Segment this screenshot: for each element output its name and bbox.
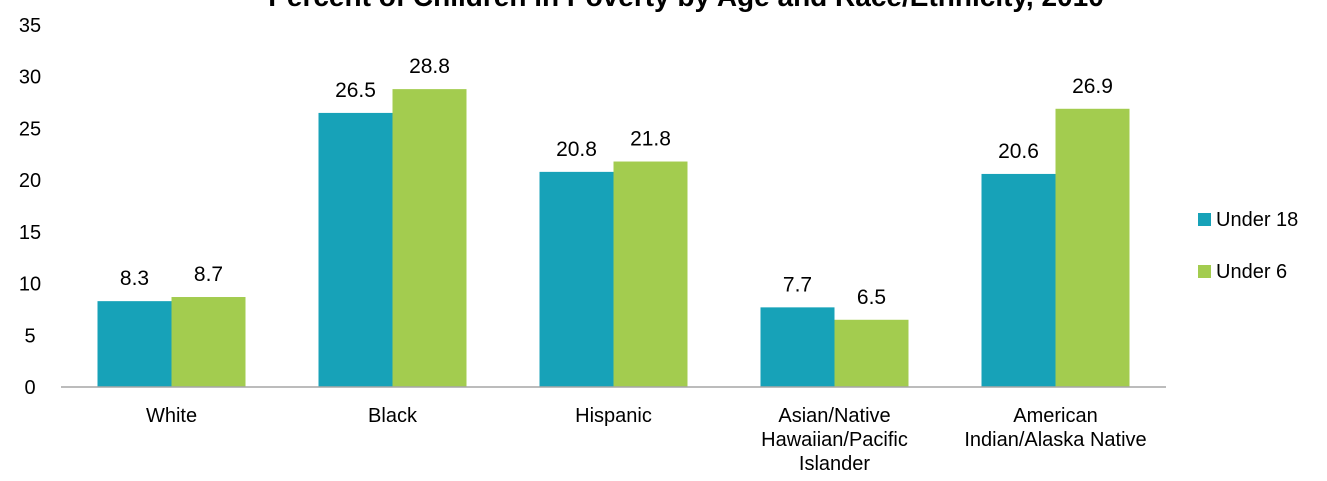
bar-under-6 [171, 297, 246, 387]
data-label: 28.8 [409, 55, 450, 78]
y-axis: 0 5 10 15 20 25 30 35 [19, 15, 41, 399]
y-tick-label: 20 [19, 170, 41, 192]
y-tick-label: 35 [19, 15, 41, 37]
data-label: 8.7 [194, 263, 223, 286]
data-label: 20.8 [556, 138, 597, 161]
legend-label: Under 6 [1216, 261, 1287, 283]
data-label: 7.7 [783, 273, 812, 296]
category-label: Hispanic [575, 405, 652, 427]
x-axis: White Black Hispanic Asian/Native Hawaiian/P… [146, 405, 1147, 475]
bar-under-18 [97, 301, 172, 387]
y-tick-label: 15 [19, 222, 41, 244]
data-label: 26.9 [1072, 75, 1113, 98]
bar-under-6 [613, 161, 688, 387]
bar-under-6 [392, 89, 467, 387]
category-label: Asian/Native Hawaiian/Pacific Islander [761, 405, 908, 475]
legend-swatch [1198, 213, 1211, 226]
bars [97, 89, 1130, 388]
category-label: White [146, 405, 197, 427]
y-tick-label: 30 [19, 67, 41, 89]
y-tick-label: 10 [19, 274, 41, 296]
bar-under-6 [1055, 108, 1130, 387]
y-tick-label: 25 [19, 118, 41, 140]
legend-label: Under 18 [1216, 209, 1298, 231]
legend-swatch [1198, 265, 1211, 278]
data-label: 6.5 [857, 286, 886, 309]
category-label: American Indian/Alaska Native [964, 405, 1146, 451]
y-tick-label: 5 [24, 325, 35, 347]
bar-under-18 [318, 112, 393, 388]
data-label: 26.5 [335, 79, 376, 102]
chart-title: Percent of Children in Poverty by Age an… [268, 0, 1104, 12]
data-label: 21.8 [630, 128, 671, 151]
legend: Under 18 Under 6 [1198, 209, 1298, 283]
data-label: 8.3 [120, 267, 149, 290]
bar-under-18 [981, 173, 1056, 387]
category-label: Black [368, 405, 418, 427]
bar-under-18 [539, 171, 614, 387]
bar-under-6 [834, 319, 909, 387]
data-labels: 8.3 8.7 26.5 28.8 20.8 21.8 7.7 6.5 20.6 26.9 [120, 55, 1113, 309]
bar-under-18 [760, 307, 835, 387]
data-label: 20.6 [998, 140, 1039, 163]
y-tick-label: 0 [24, 377, 35, 399]
